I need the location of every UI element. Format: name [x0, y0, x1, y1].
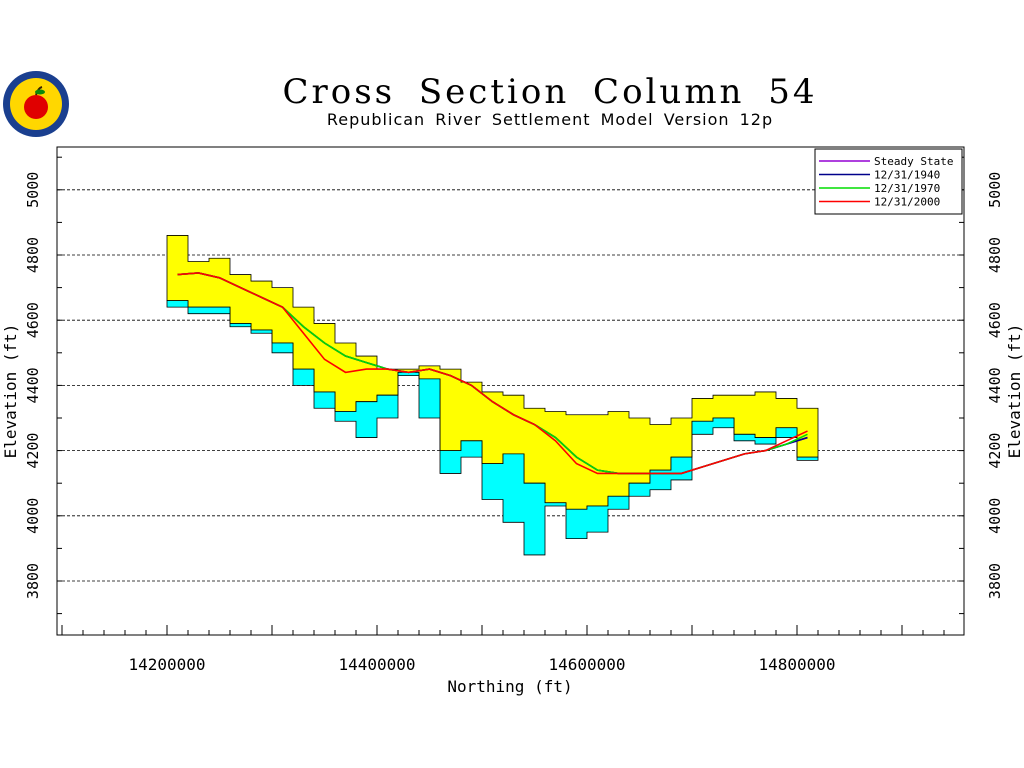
- y-tick-label: 4200: [24, 433, 42, 469]
- y-tick-label: 4000: [24, 498, 42, 534]
- legend-box: [814, 148, 963, 215]
- y2-tick-label: 4400: [986, 367, 1004, 403]
- y2-tick-label: 4600: [986, 302, 1004, 338]
- chart-title: Cross Section Column 54: [282, 72, 818, 112]
- plot-frame: [56, 146, 965, 636]
- y2-tick-label: 4200: [986, 433, 1004, 469]
- y-tick-label: 4400: [24, 367, 42, 403]
- y-tick-label: 4600: [24, 302, 42, 338]
- legend-label-1: 12/31/1940: [874, 169, 940, 182]
- y-tick-label: 3800: [24, 563, 42, 599]
- legend: Steady State12/31/194012/31/197012/31/20…: [814, 148, 963, 215]
- x-axis-label: Northing (ft): [447, 677, 572, 696]
- legend-label-3: 12/31/2000: [874, 196, 940, 209]
- y-tick-label: 5000: [24, 172, 42, 208]
- y2-tick-label: 3800: [986, 563, 1004, 599]
- y2-axis-label: Elevation (ft): [1005, 324, 1024, 459]
- series-line-3: [177, 272, 808, 475]
- legend-label-2: 12/31/1970: [874, 182, 940, 195]
- y2-tick-label: 5000: [986, 172, 1004, 208]
- y-tick-label: 4800: [24, 237, 42, 273]
- apple-seal-icon: [3, 71, 69, 137]
- x-tick-label: 14800000: [758, 655, 835, 674]
- x-tick-label: 14400000: [338, 655, 415, 674]
- y2-tick-label: 4800: [986, 237, 1004, 273]
- chart-subtitle: Republican River Settlement Model Versio…: [326, 110, 774, 129]
- lower-aquifer-layer: [166, 300, 819, 556]
- x-tick-label: 14600000: [548, 655, 625, 674]
- x-tick-label: 14200000: [128, 655, 205, 674]
- legend-label-0: Steady State: [874, 155, 953, 168]
- y-axis-label: Elevation (ft): [1, 324, 20, 459]
- y2-tick-label: 4000: [986, 498, 1004, 534]
